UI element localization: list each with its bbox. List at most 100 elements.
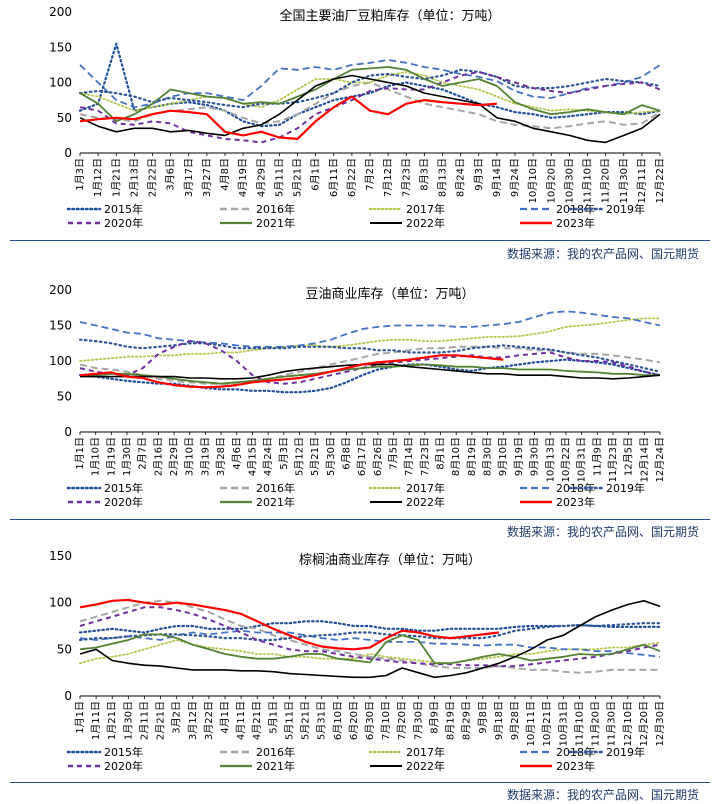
x-tick-label: 6月30日 bbox=[364, 701, 376, 740]
x-tick-label: 6月8日 bbox=[340, 437, 352, 470]
series-line-2018 bbox=[79, 59, 661, 109]
legend-label-2021: 2021年 bbox=[256, 495, 295, 509]
legend-label-2021: 2021年 bbox=[256, 216, 295, 230]
x-tick-label: 3月17日 bbox=[183, 158, 195, 197]
chart-panel-soyoil: 豆油商业库存（单位：万吨） 0 50 100 150 200 1月1日 1月10日 1月19日 1… bbox=[0, 272, 715, 518]
x-tick-label: 8月19日 bbox=[445, 701, 457, 740]
legend-label-2022: 2022年 bbox=[406, 216, 445, 230]
legend-label-2015: 2015年 bbox=[104, 481, 143, 495]
x-tick-label: 2月13日 bbox=[128, 158, 140, 197]
x-tick-label: 12月5日 bbox=[623, 437, 635, 476]
legend-label-2023: 2023年 bbox=[556, 495, 595, 509]
x-tick-label: 6月10日 bbox=[332, 701, 344, 740]
x-tick-label: 2月11日 bbox=[138, 701, 150, 740]
x-tick-label: 11月10日 bbox=[582, 158, 594, 203]
series-line-2021 bbox=[79, 66, 661, 123]
divider-2 bbox=[10, 519, 710, 520]
x-tick-label: 1月10日 bbox=[90, 437, 102, 476]
y-tick-label: 150 bbox=[49, 40, 72, 54]
series-line-2015 bbox=[78, 358, 662, 394]
legend-label-2023: 2023年 bbox=[556, 759, 595, 773]
x-tick-label: 7月10日 bbox=[380, 701, 392, 740]
series-line-2019 bbox=[78, 68, 662, 109]
x-tick-label: 3月27日 bbox=[201, 158, 213, 197]
chart-soymeal-inventory: 全国主要油厂豆粕库存（单位：万吨） 0 50 100 150 200 1月3日 1月12日 1月… bbox=[49, 5, 666, 230]
x-tick-label: 12月10日 bbox=[622, 701, 634, 746]
series-line-2023 bbox=[79, 598, 500, 651]
x-tick-label: 7月23日 bbox=[419, 437, 431, 476]
x-tick-label: 2月21日 bbox=[155, 701, 167, 740]
series-line-2022 bbox=[79, 74, 661, 144]
x-tick-label: 1月30日 bbox=[121, 437, 133, 476]
x-tick-label: 11月23日 bbox=[607, 437, 619, 482]
x-tick-label: 4月24日 bbox=[262, 437, 274, 476]
x-tick-label: 3月2日 bbox=[171, 701, 183, 734]
legend-label-2017: 2017年 bbox=[406, 745, 445, 759]
x-tick-label: 8月10日 bbox=[450, 437, 462, 476]
x-tick-label: 8月24日 bbox=[455, 158, 467, 197]
x-tick-label: 7月2日 bbox=[364, 158, 376, 191]
x-tick-label: 8月13日 bbox=[437, 158, 449, 197]
x-tick-label: 7月12日 bbox=[382, 158, 394, 197]
x-tick-label: 6月11日 bbox=[328, 158, 340, 197]
legend-label-2020: 2020年 bbox=[104, 216, 143, 230]
x-tick-label: 8月29日 bbox=[461, 701, 473, 740]
x-tick-label: 7月30日 bbox=[412, 701, 424, 740]
series-line-2017 bbox=[79, 71, 661, 116]
y-tick-label: 200 bbox=[49, 5, 72, 19]
x-tick-label: 11月20日 bbox=[600, 158, 612, 203]
series-line-2023 bbox=[79, 95, 497, 140]
x-tick-label: 2月7日 bbox=[137, 437, 149, 470]
x-tick-label: 5月11日 bbox=[273, 158, 285, 197]
x-tick-label: 9月14日 bbox=[491, 158, 503, 197]
y-tick-label: 0 bbox=[64, 146, 72, 160]
legend-label-2017: 2017年 bbox=[406, 202, 445, 216]
y-tick-label: 100 bbox=[49, 354, 72, 368]
x-tick-label: 10月11日 bbox=[525, 701, 537, 746]
legend-label-2016: 2016年 bbox=[256, 202, 295, 216]
x-tick-label: 3月28日 bbox=[215, 437, 227, 476]
x-tick-label: 12月22日 bbox=[654, 158, 666, 203]
legend-label-2021: 2021年 bbox=[256, 759, 295, 773]
x-tick-label: 1月19日 bbox=[105, 437, 117, 476]
x-tick-label: 5月30日 bbox=[325, 437, 337, 476]
x-tick-label: 5月21日 bbox=[292, 158, 304, 197]
legend-label-2022: 2022年 bbox=[406, 495, 445, 509]
chart-panel-soymeal: 全国主要油厂豆粕库存（单位：万吨） 0 50 100 150 200 1月3日 1月12日 1月… bbox=[0, 0, 715, 238]
x-tick-label: 12月14日 bbox=[638, 437, 650, 482]
x-tick-label: 4月8日 bbox=[219, 158, 231, 191]
x-tick-label: 2月29日 bbox=[168, 437, 180, 476]
x-tick-label: 4月29日 bbox=[255, 158, 267, 197]
x-tick-label: 9月28日 bbox=[509, 701, 521, 740]
series-line-2017 bbox=[79, 317, 661, 362]
x-tick-label: 5月1日 bbox=[267, 701, 279, 734]
x-tick-label: 4月19日 bbox=[237, 158, 249, 197]
chart-panel-palmoil: 棕榈油商业库存（单位：万吨） 0 50 100 150 1月1日 1月11日 1月21日 1月3… bbox=[0, 540, 715, 780]
x-tick-label: 5月21日 bbox=[300, 701, 312, 740]
x-tick-label: 6月1日 bbox=[310, 158, 322, 191]
x-tick-label: 3月6日 bbox=[165, 158, 177, 191]
x-tick-label: 1月1日 bbox=[74, 437, 86, 470]
x-tick-label: 9月19日 bbox=[513, 437, 525, 476]
x-tick-label: 2月22日 bbox=[147, 158, 159, 197]
x-tick-label: 8月19日 bbox=[466, 437, 478, 476]
chart-title: 豆油商业库存（单位：万吨） bbox=[305, 286, 474, 302]
x-tick-label: 4月6日 bbox=[231, 437, 243, 470]
series-line-2018 bbox=[79, 629, 661, 658]
x-tick-label: 9月8日 bbox=[477, 701, 489, 734]
x-tick-label: 7月23日 bbox=[400, 158, 412, 197]
legend-label-2020: 2020年 bbox=[104, 759, 143, 773]
series-line-2019 bbox=[78, 622, 662, 642]
x-tick-label: 4月15日 bbox=[246, 437, 258, 476]
y-tick-label: 100 bbox=[49, 596, 72, 610]
source-label-2: 数据来源：我的农产品网、国元期货 bbox=[506, 525, 699, 539]
x-tick-label: 11月30日 bbox=[618, 158, 630, 203]
y-tick-label: 150 bbox=[49, 549, 72, 563]
x-tick-label: 3月10日 bbox=[184, 437, 196, 476]
x-tick-label: 1月3日 bbox=[74, 158, 86, 191]
legend-label-2015: 2015年 bbox=[104, 745, 143, 759]
x-tick-label: 12月20日 bbox=[638, 701, 650, 746]
chart-soyoil-inventory: 豆油商业库存（单位：万吨） 0 50 100 150 200 1月1日 1月10日 1月19日 1… bbox=[49, 283, 666, 509]
x-tick-label: 6月26日 bbox=[372, 437, 384, 476]
x-tick-label: 9月10日 bbox=[497, 437, 509, 476]
